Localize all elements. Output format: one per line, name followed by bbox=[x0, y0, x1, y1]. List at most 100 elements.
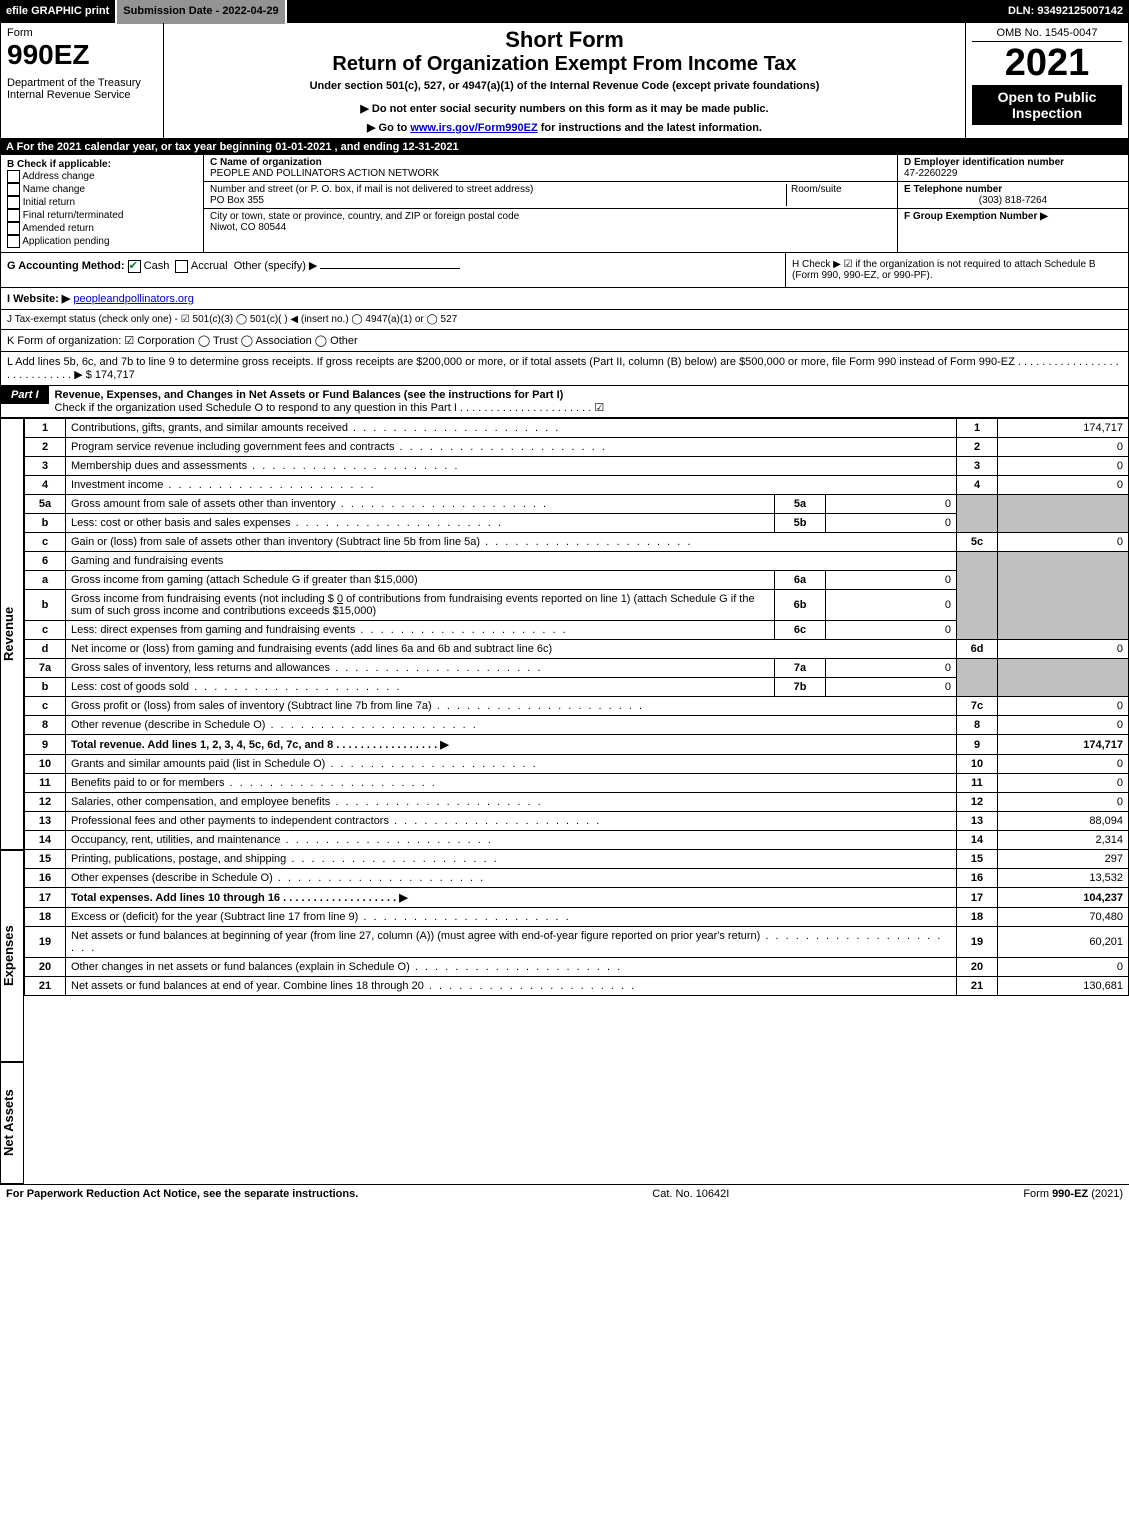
line-a: A For the 2021 calendar year, or tax yea… bbox=[0, 139, 1129, 155]
box-def: D Employer identification number 47-2260… bbox=[898, 155, 1128, 252]
open-to-public: Open to Public Inspection bbox=[972, 85, 1122, 125]
row-20: 20Other changes in net assets or fund ba… bbox=[25, 958, 1129, 977]
section-bcd: B Check if applicable: Address change Na… bbox=[0, 155, 1129, 253]
goto-suffix: for instructions and the latest informat… bbox=[541, 122, 762, 134]
top-bar: efile GRAPHIC print Submission Date - 20… bbox=[0, 0, 1129, 22]
other-label: Other (specify) ▶ bbox=[234, 260, 318, 272]
dept-label: Department of the Treasury bbox=[7, 77, 157, 89]
box-b: B Check if applicable: Address change Na… bbox=[1, 155, 204, 252]
row-8: 8Other revenue (describe in Schedule O)8… bbox=[25, 716, 1129, 735]
org-name-label: C Name of organization bbox=[210, 157, 891, 168]
tab-netassets: Net Assets bbox=[0, 1062, 24, 1184]
tel-label: E Telephone number bbox=[904, 184, 1122, 195]
chk-application-pending[interactable]: Application pending bbox=[7, 235, 197, 248]
return-title: Return of Organization Exempt From Incom… bbox=[170, 53, 959, 76]
org-name-value: PEOPLE AND POLLINATORS ACTION NETWORK bbox=[210, 168, 891, 179]
city-value: Niwot, CO 80544 bbox=[210, 222, 891, 233]
part1-label: Part I bbox=[1, 386, 49, 404]
header-left: Form 990EZ Department of the Treasury In… bbox=[1, 23, 164, 138]
line-g-label: G Accounting Method: bbox=[7, 260, 125, 272]
row-21: 21Net assets or fund balances at end of … bbox=[25, 977, 1129, 996]
chk-cash[interactable] bbox=[128, 260, 141, 273]
submission-date-label: Submission Date - 2022-04-29 bbox=[117, 0, 286, 24]
room-suite-label: Room/suite bbox=[786, 184, 891, 206]
row-7c: cGross profit or (loss) from sales of in… bbox=[25, 697, 1129, 716]
tel-row: E Telephone number (303) 818-7264 bbox=[898, 182, 1128, 209]
row-6: 6Gaming and fundraising events bbox=[25, 552, 1129, 571]
goto-line: ▶ Go to www.irs.gov/Form990EZ for instru… bbox=[170, 121, 959, 134]
under-section: Under section 501(c), 527, or 4947(a)(1)… bbox=[170, 80, 959, 92]
chk-address-change[interactable]: Address change bbox=[7, 170, 197, 183]
row-19: 19Net assets or fund balances at beginni… bbox=[25, 927, 1129, 958]
row-7a: 7aGross sales of inventory, less returns… bbox=[25, 659, 1129, 678]
chk-final-return[interactable]: Final return/terminated bbox=[7, 209, 197, 222]
row-14: 14Occupancy, rent, utilities, and mainte… bbox=[25, 831, 1129, 850]
addr-row: Number and street (or P. O. box, if mail… bbox=[204, 182, 897, 209]
footer-right: Form 990-EZ (2021) bbox=[1023, 1188, 1123, 1200]
row-16: 16Other expenses (describe in Schedule O… bbox=[25, 869, 1129, 888]
row-12: 12Salaries, other compensation, and empl… bbox=[25, 793, 1129, 812]
line-j: J Tax-exempt status (check only one) - ☑… bbox=[0, 310, 1129, 330]
line-l: L Add lines 5b, 6c, and 7b to line 9 to … bbox=[0, 352, 1129, 386]
row-17: 17Total expenses. Add lines 10 through 1… bbox=[25, 888, 1129, 908]
part1-check-line: Check if the organization used Schedule … bbox=[55, 401, 1122, 414]
short-form-title: Short Form bbox=[170, 27, 959, 53]
line-g: G Accounting Method: Cash Accrual Other … bbox=[1, 253, 785, 287]
lines-container: Revenue Expenses Net Assets 1Contributio… bbox=[0, 418, 1129, 1184]
line-gh: G Accounting Method: Cash Accrual Other … bbox=[0, 253, 1129, 288]
chk-accrual[interactable] bbox=[175, 260, 188, 273]
row-3: 3Membership dues and assessments30 bbox=[25, 457, 1129, 476]
goto-link[interactable]: www.irs.gov/Form990EZ bbox=[410, 122, 537, 134]
row-5c: cGain or (loss) from sale of assets othe… bbox=[25, 533, 1129, 552]
no-ssn-note: ▶ Do not enter social security numbers o… bbox=[170, 102, 959, 115]
city-label: City or town, state or province, country… bbox=[210, 211, 891, 222]
ein-value: 47-2260229 bbox=[904, 168, 1122, 179]
chk-initial-return[interactable]: Initial return bbox=[7, 196, 197, 209]
row-6d: dNet income or (loss) from gaming and fu… bbox=[25, 640, 1129, 659]
ein-row: D Employer identification number 47-2260… bbox=[898, 155, 1128, 182]
addr-label: Number and street (or P. O. box, if mail… bbox=[210, 184, 786, 195]
addr-value: PO Box 355 bbox=[210, 195, 786, 206]
row-15: 15Printing, publications, postage, and s… bbox=[25, 850, 1129, 869]
row-13: 13Professional fees and other payments t… bbox=[25, 812, 1129, 831]
dln-label: DLN: 93492125007142 bbox=[1002, 0, 1129, 24]
row-18: 18Excess or (deficit) for the year (Subt… bbox=[25, 908, 1129, 927]
org-name-row: C Name of organization PEOPLE AND POLLIN… bbox=[204, 155, 897, 182]
chk-amended-return[interactable]: Amended return bbox=[7, 222, 197, 235]
line-i-prefix: I Website: ▶ bbox=[7, 293, 70, 305]
line-i: I Website: ▶ peopleandpollinators.org bbox=[0, 288, 1129, 310]
row-11: 11Benefits paid to or for members110 bbox=[25, 774, 1129, 793]
omb-number: OMB No. 1545-0047 bbox=[972, 27, 1122, 42]
page-footer: For Paperwork Reduction Act Notice, see … bbox=[0, 1184, 1129, 1203]
tab-revenue: Revenue bbox=[0, 418, 24, 850]
part1-title: Revenue, Expenses, and Changes in Net As… bbox=[55, 389, 1122, 401]
goto-prefix: ▶ Go to bbox=[367, 122, 410, 134]
line-k: K Form of organization: ☑ Corporation ◯ … bbox=[0, 330, 1129, 352]
form-header: Form 990EZ Department of the Treasury In… bbox=[0, 22, 1129, 139]
form-number: 990EZ bbox=[7, 39, 157, 71]
box-c: C Name of organization PEOPLE AND POLLIN… bbox=[204, 155, 898, 252]
form-word: Form bbox=[7, 27, 157, 39]
efile-print-label: efile GRAPHIC print bbox=[0, 0, 117, 24]
part1-header-row: Part I Revenue, Expenses, and Changes in… bbox=[0, 386, 1129, 418]
row-4: 4Investment income40 bbox=[25, 476, 1129, 495]
chk-name-change[interactable]: Name change bbox=[7, 183, 197, 196]
line-h: H Check ▶ ☑ if the organization is not r… bbox=[785, 253, 1128, 287]
row-2: 2Program service revenue including gover… bbox=[25, 438, 1129, 457]
row-9: 9Total revenue. Add lines 1, 2, 3, 4, 5c… bbox=[25, 735, 1129, 755]
row-6b-pre: Gross income from fundraising events (no… bbox=[71, 593, 337, 605]
accrual-label: Accrual bbox=[191, 260, 228, 272]
row-5a: 5aGross amount from sale of assets other… bbox=[25, 495, 1129, 514]
header-right: OMB No. 1545-0047 2021 Open to Public In… bbox=[966, 23, 1128, 138]
tax-year: 2021 bbox=[972, 42, 1122, 85]
footer-mid: Cat. No. 10642I bbox=[652, 1188, 729, 1200]
header-middle: Short Form Return of Organization Exempt… bbox=[164, 23, 966, 138]
row-1: 1Contributions, gifts, grants, and simil… bbox=[25, 419, 1129, 438]
city-row: City or town, state or province, country… bbox=[204, 209, 897, 235]
grp-row: F Group Exemption Number ▶ bbox=[898, 209, 1128, 224]
tab-expenses: Expenses bbox=[0, 850, 24, 1062]
box-b-title: B Check if applicable: bbox=[7, 159, 197, 170]
grp-label: F Group Exemption Number ▶ bbox=[904, 211, 1048, 222]
cash-label: Cash bbox=[144, 260, 170, 272]
website-link[interactable]: peopleandpollinators.org bbox=[73, 293, 193, 305]
